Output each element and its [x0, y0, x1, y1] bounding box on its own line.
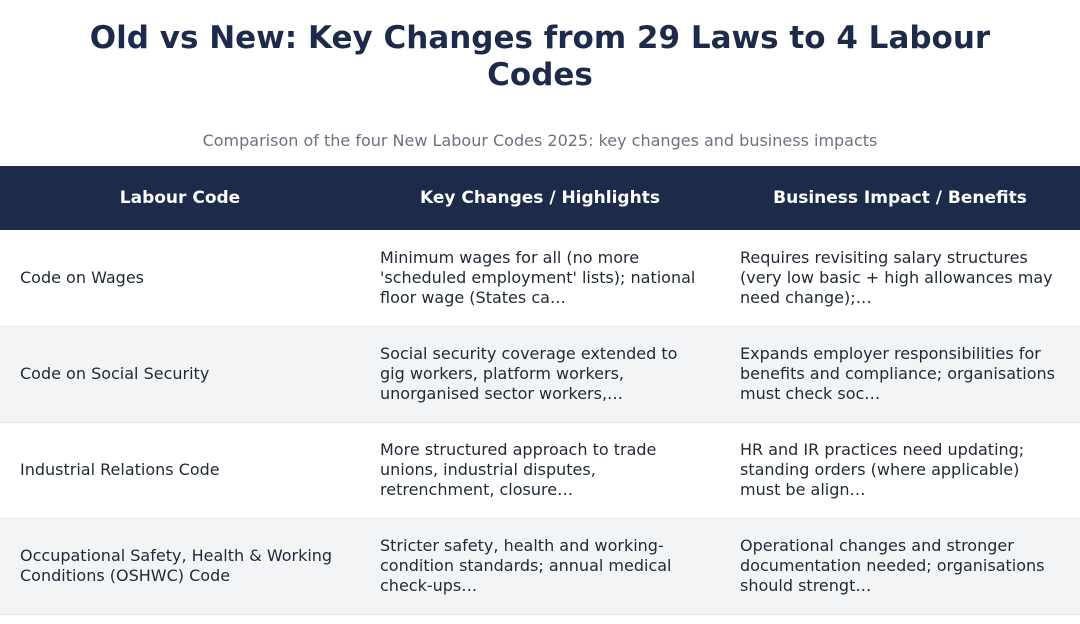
cell-business-impact: Operational changes and stronger documen…	[720, 518, 1080, 614]
labour-code-text: Occupational Safety, Health & Working Co…	[20, 546, 333, 585]
column-header-labour-code: Labour Code	[119, 188, 241, 208]
labour-codes-table: Labour Code Key Changes / Highlights Bus…	[0, 166, 1080, 615]
cell-labour-code: Industrial Relations Code	[0, 422, 360, 518]
business-impact-text: Requires revisiting salary structures (v…	[740, 247, 1053, 307]
business-impact-text: Expands employer responsibilities for be…	[740, 344, 1055, 403]
cell-business-impact: HR and IR practices need updating; stand…	[720, 422, 1080, 518]
cell-labour-code: Occupational Safety, Health & Working Co…	[0, 518, 360, 614]
business-impact-text: HR and IR practices need updating; stand…	[740, 440, 1025, 499]
table-row: Code on Wages Minimum wages for all (no …	[0, 230, 1080, 326]
cell-business-impact: Requires revisiting salary structures (v…	[720, 230, 1080, 326]
page-subtitle: Comparison of the four New Labour Codes …	[202, 131, 878, 150]
table-header-row: Labour Code Key Changes / Highlights Bus…	[0, 166, 1080, 230]
cell-labour-code: Code on Social Security	[0, 326, 360, 422]
page-title: Old vs New: Key Changes from 29 Laws to …	[0, 20, 1080, 94]
table-header: Labour Code Key Changes / Highlights Bus…	[0, 166, 1080, 230]
key-changes-text: Minimum wages for all (no more 'schedule…	[380, 247, 696, 307]
cell-business-impact: Expands employer responsibilities for be…	[720, 326, 1080, 422]
page-title-line-1: Old vs New: Key Changes from 29 Laws to …	[89, 20, 991, 56]
labour-code-text: Industrial Relations Code	[20, 460, 220, 479]
cell-key-changes: Minimum wages for all (no more 'schedule…	[360, 230, 720, 326]
column-header-key-changes: Key Changes / Highlights	[420, 188, 660, 208]
business-impact-text: Operational changes and stronger documen…	[740, 536, 1045, 595]
key-changes-text: Stricter safety, health and working-cond…	[380, 536, 672, 595]
labour-code-text: Code on Social Security	[20, 364, 210, 383]
key-changes-text: More structured approach to trade unions…	[380, 440, 657, 499]
cell-labour-code: Code on Wages	[0, 230, 360, 326]
key-changes-text: Social security coverage extended to gig…	[380, 344, 678, 403]
table-row: Occupational Safety, Health & Working Co…	[0, 518, 1080, 614]
table-row: Code on Social Security Social security …	[0, 326, 1080, 422]
page-title-line-2: Codes	[487, 57, 593, 93]
cell-key-changes: Social security coverage extended to gig…	[360, 326, 720, 422]
column-header-business-impact: Business Impact / Benefits	[773, 188, 1027, 208]
table-body: Code on Wages Minimum wages for all (no …	[0, 230, 1080, 614]
cell-key-changes: Stricter safety, health and working-cond…	[360, 518, 720, 614]
labour-code-text: Code on Wages	[20, 267, 144, 287]
cell-key-changes: More structured approach to trade unions…	[360, 422, 720, 518]
table-row: Industrial Relations Code More structure…	[0, 422, 1080, 518]
